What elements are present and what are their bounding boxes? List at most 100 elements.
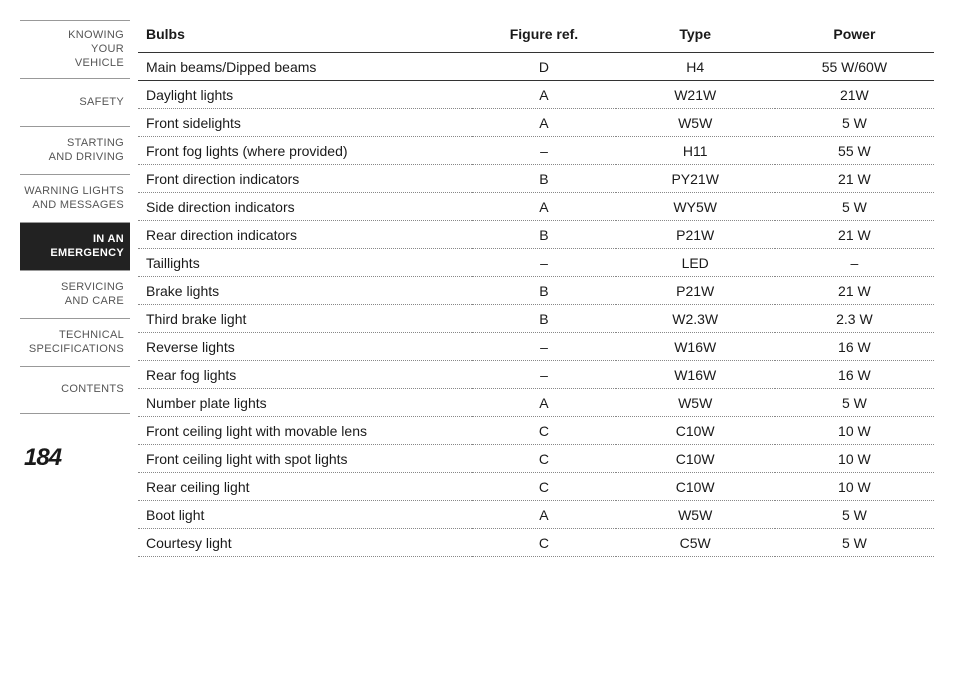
table-row: Front direction indicatorsBPY21W21 W bbox=[138, 165, 934, 193]
cell-power: 5 W bbox=[775, 193, 934, 221]
sidebar-tab[interactable]: STARTING AND DRIVING bbox=[20, 126, 130, 174]
sidebar-tab[interactable]: KNOWING YOUR VEHICLE bbox=[20, 20, 130, 78]
cell-type: W21W bbox=[616, 81, 775, 109]
sidebar-tab[interactable]: SAFETY bbox=[20, 78, 130, 126]
cell-power: 16 W bbox=[775, 361, 934, 389]
page-number: 184 bbox=[20, 444, 130, 472]
table-row: Rear ceiling lightCC10W10 W bbox=[138, 473, 934, 501]
cell-type: W5W bbox=[616, 501, 775, 529]
cell-type: P21W bbox=[616, 277, 775, 305]
sidebar-tab[interactable]: SERVICING AND CARE bbox=[20, 270, 130, 318]
table-row: Rear direction indicatorsBP21W21 W bbox=[138, 221, 934, 249]
table-row: Reverse lights–W16W16 W bbox=[138, 333, 934, 361]
cell-type: WY5W bbox=[616, 193, 775, 221]
cell-figure-ref: B bbox=[472, 277, 615, 305]
table-row: Front ceiling light with spot lightsCC10… bbox=[138, 445, 934, 473]
table-row: Main beams/Dipped beamsDH455 W/60W bbox=[138, 53, 934, 81]
cell-bulb-name: Third brake light bbox=[138, 305, 472, 333]
cell-power: 21 W bbox=[775, 277, 934, 305]
table-row: Courtesy lightCC5W5 W bbox=[138, 529, 934, 557]
cell-power: 10 W bbox=[775, 417, 934, 445]
cell-bulb-name: Courtesy light bbox=[138, 529, 472, 557]
cell-bulb-name: Front ceiling light with movable lens bbox=[138, 417, 472, 445]
cell-bulb-name: Boot light bbox=[138, 501, 472, 529]
cell-power: 21 W bbox=[775, 221, 934, 249]
cell-type: W16W bbox=[616, 333, 775, 361]
cell-figure-ref: C bbox=[472, 473, 615, 501]
cell-power: 5 W bbox=[775, 501, 934, 529]
table-header-row: Bulbs Figure ref. Type Power bbox=[138, 20, 934, 53]
cell-bulb-name: Front ceiling light with spot lights bbox=[138, 445, 472, 473]
cell-bulb-name: Daylight lights bbox=[138, 81, 472, 109]
cell-figure-ref: A bbox=[472, 501, 615, 529]
cell-figure-ref: A bbox=[472, 193, 615, 221]
cell-type: C10W bbox=[616, 417, 775, 445]
cell-type: C10W bbox=[616, 445, 775, 473]
sidebar-nav: KNOWING YOUR VEHICLESAFETYSTARTING AND D… bbox=[20, 20, 130, 557]
cell-figure-ref: B bbox=[472, 221, 615, 249]
cell-figure-ref: A bbox=[472, 81, 615, 109]
cell-bulb-name: Reverse lights bbox=[138, 333, 472, 361]
cell-figure-ref: A bbox=[472, 389, 615, 417]
table-row: Front sidelightsAW5W5 W bbox=[138, 109, 934, 137]
sidebar-tab[interactable]: IN AN EMERGENCY bbox=[20, 222, 130, 270]
cell-figure-ref: C bbox=[472, 445, 615, 473]
cell-type: PY21W bbox=[616, 165, 775, 193]
cell-type: W5W bbox=[616, 389, 775, 417]
table-row: Boot lightAW5W5 W bbox=[138, 501, 934, 529]
main-content: Bulbs Figure ref. Type Power Main beams/… bbox=[130, 20, 934, 557]
cell-type: P21W bbox=[616, 221, 775, 249]
cell-bulb-name: Side direction indicators bbox=[138, 193, 472, 221]
cell-power: 55 W bbox=[775, 137, 934, 165]
cell-figure-ref: – bbox=[472, 361, 615, 389]
cell-type: C10W bbox=[616, 473, 775, 501]
cell-type: W5W bbox=[616, 109, 775, 137]
cell-power: 2.3 W bbox=[775, 305, 934, 333]
cell-bulb-name: Front fog lights (where provided) bbox=[138, 137, 472, 165]
table-row: Front fog lights (where provided)–H1155 … bbox=[138, 137, 934, 165]
bulbs-table: Bulbs Figure ref. Type Power Main beams/… bbox=[138, 20, 934, 557]
sidebar-tab[interactable]: TECHNICAL SPECIFICATIONS bbox=[20, 318, 130, 366]
page-spread: KNOWING YOUR VEHICLESAFETYSTARTING AND D… bbox=[20, 20, 934, 557]
cell-figure-ref: B bbox=[472, 165, 615, 193]
header-figure: Figure ref. bbox=[472, 20, 615, 53]
table-row: Number plate lightsAW5W5 W bbox=[138, 389, 934, 417]
cell-power: 5 W bbox=[775, 109, 934, 137]
cell-bulb-name: Number plate lights bbox=[138, 389, 472, 417]
cell-type: W16W bbox=[616, 361, 775, 389]
table-row: Rear fog lights–W16W16 W bbox=[138, 361, 934, 389]
sidebar-tab[interactable]: WARNING LIGHTS AND MESSAGES bbox=[20, 174, 130, 222]
cell-bulb-name: Rear ceiling light bbox=[138, 473, 472, 501]
cell-type: W2.3W bbox=[616, 305, 775, 333]
header-type: Type bbox=[616, 20, 775, 53]
header-bulbs: Bulbs bbox=[138, 20, 472, 53]
table-row: Front ceiling light with movable lensCC1… bbox=[138, 417, 934, 445]
cell-type: H11 bbox=[616, 137, 775, 165]
table-row: Side direction indicatorsAWY5W5 W bbox=[138, 193, 934, 221]
cell-figure-ref: – bbox=[472, 333, 615, 361]
cell-power: 10 W bbox=[775, 473, 934, 501]
cell-power: 5 W bbox=[775, 529, 934, 557]
cell-type: LED bbox=[616, 249, 775, 277]
table-row: Brake lightsBP21W21 W bbox=[138, 277, 934, 305]
cell-type: H4 bbox=[616, 53, 775, 81]
cell-power: 10 W bbox=[775, 445, 934, 473]
cell-figure-ref: C bbox=[472, 417, 615, 445]
cell-power: 21 W bbox=[775, 165, 934, 193]
cell-power: 21W bbox=[775, 81, 934, 109]
cell-figure-ref: D bbox=[472, 53, 615, 81]
header-power: Power bbox=[775, 20, 934, 53]
cell-figure-ref: – bbox=[472, 249, 615, 277]
cell-bulb-name: Rear direction indicators bbox=[138, 221, 472, 249]
sidebar-tab[interactable]: CONTENTS bbox=[20, 366, 130, 414]
cell-figure-ref: B bbox=[472, 305, 615, 333]
cell-power: 55 W/60W bbox=[775, 53, 934, 81]
table-row: Taillights–LED– bbox=[138, 249, 934, 277]
cell-bulb-name: Rear fog lights bbox=[138, 361, 472, 389]
cell-power: 5 W bbox=[775, 389, 934, 417]
cell-figure-ref: A bbox=[472, 109, 615, 137]
cell-bulb-name: Brake lights bbox=[138, 277, 472, 305]
table-row: Daylight lightsAW21W21W bbox=[138, 81, 934, 109]
cell-bulb-name: Front sidelights bbox=[138, 109, 472, 137]
cell-power: 16 W bbox=[775, 333, 934, 361]
